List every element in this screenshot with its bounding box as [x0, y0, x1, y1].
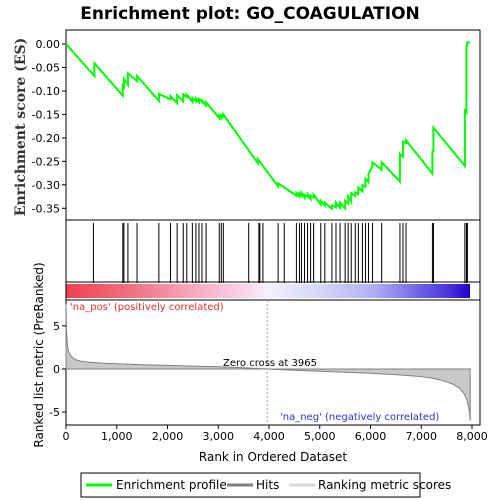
es-y-ticks: 0.00 -0.05 -0.10 -0.15 -0.20 -0.25 -0.30 -0.35 — [32, 38, 66, 215]
es-y-tick-label: -0.15 — [32, 108, 60, 121]
metric-y-axis-label: Ranked list metric (PreRanked) — [32, 262, 46, 447]
rank-color-bar — [65, 281, 481, 301]
enrichment-profile-line — [65, 41, 471, 211]
metric-panel: Zero cross at 3965 'na_pos' (positively … — [32, 262, 481, 448]
metric-y-tick-label: -5 — [49, 406, 60, 419]
x-tick-label: 5,000 — [304, 430, 336, 443]
legend-hits-label: Hits — [256, 478, 279, 492]
zero-cross-label: Zero cross at 3965 — [223, 358, 317, 369]
x-tick-label: 1,000 — [101, 430, 133, 443]
x-tick-label: 6,000 — [355, 430, 387, 443]
es-y-tick-label: -0.05 — [32, 62, 60, 75]
es-y-axis-label: Enrichment score (ES) — [13, 38, 29, 216]
es-y-tick-label: 0.00 — [36, 38, 61, 51]
x-axis-label: Rank in Ordered Dataset — [199, 450, 347, 464]
es-y-tick-label: -0.25 — [32, 155, 60, 168]
x-tick-label: 4,000 — [253, 430, 285, 443]
hits-panel — [65, 219, 481, 283]
metric-y-tick-label: 5 — [53, 320, 60, 333]
es-y-tick-label: -0.30 — [32, 179, 60, 192]
x-axis-ticks: 0 1,000 2,000 3,000 4,000 5,000 6,000 7,000 8,00… — [63, 425, 488, 443]
ranking-metric-area — [65, 304, 471, 421]
legend-profile-label: Enrichment profile — [116, 478, 227, 492]
x-tick-label: 2,000 — [152, 430, 184, 443]
x-tick-label: 0 — [63, 430, 70, 443]
x-tick-label: 3,000 — [203, 430, 235, 443]
metric-y-tick-label: 0 — [53, 363, 60, 376]
chart-title: Enrichment plot: GO_COAGULATION — [80, 4, 420, 24]
legend: Enrichment profile Hits Ranking metric s… — [80, 472, 451, 498]
legend-metric-label: Ranking metric scores — [318, 478, 451, 492]
hit-markers — [92, 223, 468, 283]
es-panel: 0.00-0.05-0.10-0.15-0.20-0.25-0.30-0.35 … — [13, 29, 481, 221]
es-y-tick-label: -0.20 — [32, 132, 60, 145]
es-y-tick-label: -0.35 — [32, 202, 60, 215]
neg-correlated-label: 'na_neg' (negatively correlated) — [280, 412, 439, 423]
x-tick-label: 7,000 — [406, 430, 438, 443]
pos-correlated-label: 'na_pos' (positively correlated) — [70, 302, 224, 313]
x-tick-label: 8,000 — [456, 430, 488, 443]
metric-y-ticks: 5 0 -5 — [49, 320, 66, 419]
es-y-tick-label: -0.10 — [32, 85, 60, 98]
